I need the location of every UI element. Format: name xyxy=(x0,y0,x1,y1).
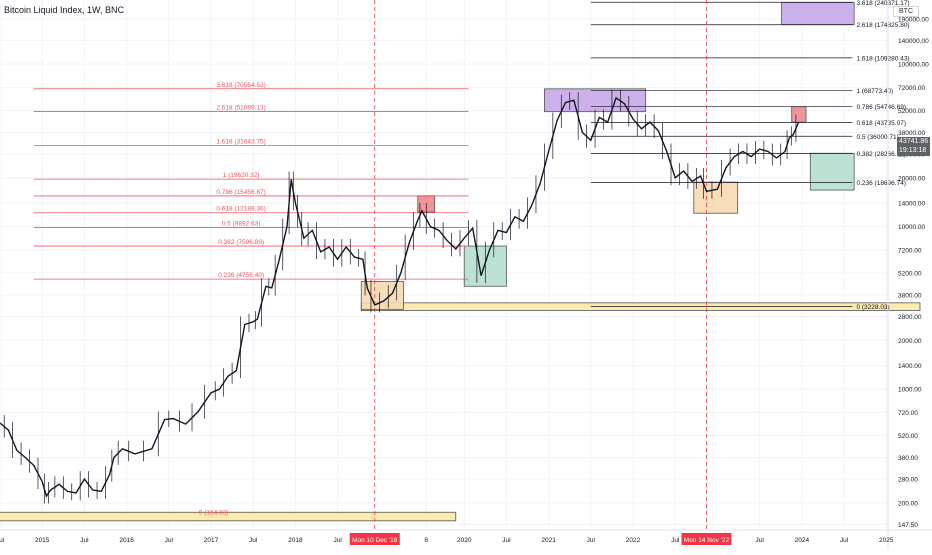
y-tick-label: 2800.00 xyxy=(898,314,922,321)
fib-level-label: 2.618 (174825.80) xyxy=(856,22,909,29)
y-axis: 190000.00 140000.00 100000.00 72000.00 52000… xyxy=(887,0,929,550)
fib-level-label: 0.5 (9892.63) xyxy=(222,220,261,227)
fib-level-label: 1.618 (31643.75) xyxy=(216,138,266,145)
fib-level-label: 0.786 (54746.69) xyxy=(856,104,906,111)
y-tick-label: 2000.00 xyxy=(898,338,922,345)
bar-countdown: 19:13:18 xyxy=(899,147,927,154)
y-tick-label: 52000.00 xyxy=(898,108,925,115)
x-tick-label: 2024 xyxy=(795,537,810,544)
candles xyxy=(3,89,797,504)
y-tick-label: 1400.00 xyxy=(898,363,922,370)
zone-support xyxy=(0,511,457,522)
fib-level-label: 1.618 (109280.43) xyxy=(856,55,909,62)
y-tick-label: 720.00 xyxy=(898,410,918,417)
fib-level-label: 0.5 (36000.71) xyxy=(856,134,898,141)
y-tick-label: 14000.00 xyxy=(898,200,925,207)
x-tick-label: Jul xyxy=(80,537,89,544)
fib-left: 3.618 (70554.52) 2.618 (51099.13) 1.618 (3… xyxy=(33,82,469,516)
fib-level-label: 0.236 (18696.74) xyxy=(856,180,906,187)
zone-accumulation xyxy=(809,152,855,191)
date-marker-tag xyxy=(681,533,732,545)
fib-level-label: 0 (164.93) xyxy=(199,509,229,516)
fib-level-label: 0.618 (43735.07) xyxy=(856,120,906,127)
y-tick-label: 280.00 xyxy=(898,477,918,484)
x-tick-label: 2025 xyxy=(879,537,894,544)
y-tick-label: 20000.00 xyxy=(898,175,925,182)
zone-target xyxy=(544,88,647,113)
x-tick-label: Jul xyxy=(671,537,680,544)
y-tick-label: 7200.00 xyxy=(898,247,922,254)
x-tick-label: Jul xyxy=(333,537,342,544)
x-tick-label: 2015 xyxy=(35,537,50,544)
y-tick-label: 3800.00 xyxy=(898,292,922,299)
fib-right: 3.618 (240371.17) 2.618 (174825.80) 1.618 … xyxy=(590,0,910,311)
zones xyxy=(0,1,921,522)
fib-level-label: 0.618 (12188.36) xyxy=(216,206,266,213)
x-tick-label: Jul xyxy=(587,537,596,544)
date-marker-label: Mon 14 Nov '22 xyxy=(684,537,730,544)
x-tick-label: 2021 xyxy=(541,537,556,544)
y-tick-label: 72000.00 xyxy=(898,85,925,92)
date-marker-tag xyxy=(349,533,400,545)
x-tick-label: 2020 xyxy=(457,537,472,544)
y-tick-label: 200.00 xyxy=(898,500,918,507)
price-line xyxy=(0,96,800,498)
x-tick-label: Jul xyxy=(249,537,258,544)
fib-level-label: 3.618 (240371.17) xyxy=(856,0,909,7)
y-tick-label: 5200.00 xyxy=(898,270,922,277)
x-tick-label: 2016 xyxy=(119,537,134,544)
y-tick-label: 380.00 xyxy=(898,455,918,462)
fib-level-label: 0.382 (28266.36) xyxy=(856,151,906,158)
y-tick-label: 147.50 xyxy=(898,522,918,529)
x-tick-label: 2018 xyxy=(288,537,303,544)
date-marker-label: Mon 10 Dec '18 xyxy=(352,537,398,544)
x-tick-label: 8 xyxy=(424,537,428,544)
x-tick-label: Jul xyxy=(502,537,511,544)
fib-level-label: 0.236 (4756.40) xyxy=(218,272,264,279)
zone-target xyxy=(781,1,855,26)
y-tick-label: 520.00 xyxy=(898,433,918,440)
current-price-label: 43741.86 19:13:18 xyxy=(897,137,930,156)
date-markers xyxy=(374,0,707,530)
x-tick-label: Jul xyxy=(165,537,174,544)
currency-badge[interactable]: BTC xyxy=(893,6,919,17)
zone-buy xyxy=(693,181,739,214)
x-tick-label: Jul xyxy=(0,537,5,544)
zone-sell xyxy=(791,106,807,123)
x-tick-label: Jul xyxy=(755,537,764,544)
fib-level-label: 0.786 (15456.87) xyxy=(216,189,266,196)
fib-level-label: 1 (68773.40) xyxy=(856,88,893,95)
y-tick-label: 38000.00 xyxy=(898,130,925,137)
current-price: 43741.86 xyxy=(899,138,929,145)
fib-level-label: 3.618 (70554.52) xyxy=(216,82,266,89)
x-tick-label: Jul xyxy=(840,537,849,544)
fib-level-label: 0 (3228.03) xyxy=(856,304,889,311)
x-axis: Jul 2015 Jul 2016 Jul 2017 Jul 2018 Jul 8 2020 Jul 2… xyxy=(0,529,932,545)
x-tick-label: 2022 xyxy=(626,537,641,544)
zone-buy xyxy=(360,281,404,310)
grid-lines xyxy=(0,0,888,530)
y-tick-label: 1000.00 xyxy=(898,387,922,394)
y-tick-label: 10000.00 xyxy=(898,224,925,231)
y-tick-label: 140000.00 xyxy=(898,38,929,45)
chart-title: Bitcoin Liquid Index, 1W, BNC xyxy=(4,5,125,15)
x-tick-label: 2017 xyxy=(204,537,219,544)
y-tick-label: 100000.00 xyxy=(898,62,929,69)
fib-level-label: 1 (19620.32) xyxy=(223,172,260,179)
fib-level-label: 2.618 (51099.13) xyxy=(216,105,266,112)
fib-level-label: 0.382 (7596.89) xyxy=(218,239,264,246)
y-tick-label: 190000.00 xyxy=(898,16,929,23)
